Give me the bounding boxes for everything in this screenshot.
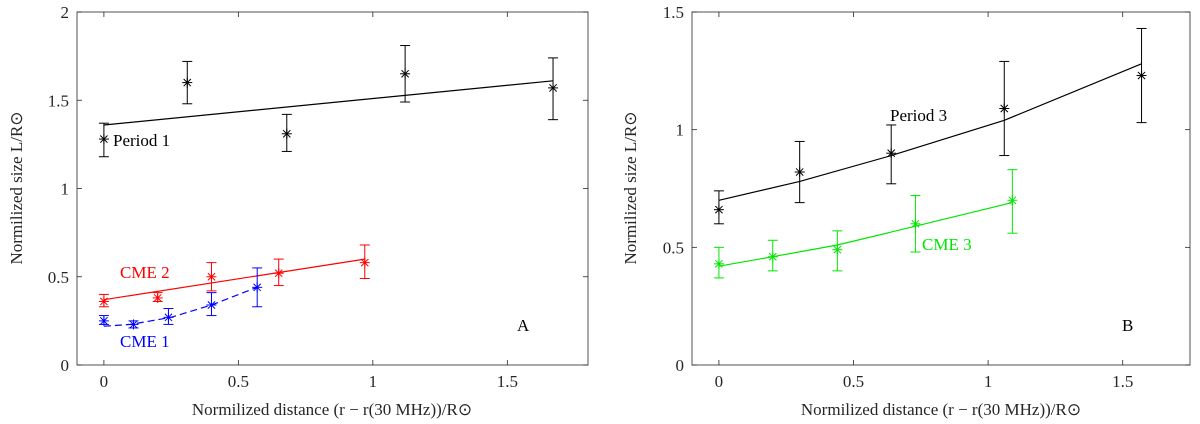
plot-area-b bbox=[691, 11, 1191, 366]
y-tick-label: 0 bbox=[676, 356, 685, 375]
data-point-cme-2 bbox=[206, 262, 217, 292]
panel-b-ylabel: Normilized size L/R⊙ bbox=[621, 111, 640, 264]
data-point-period-1 bbox=[98, 122, 109, 158]
marker-stroke bbox=[183, 78, 192, 87]
y-tick-label: 1 bbox=[676, 121, 685, 140]
series-label-period-1: Period 1 bbox=[113, 131, 170, 150]
data-point-period-3 bbox=[794, 140, 805, 204]
x-tick-label: 1.5 bbox=[1112, 372, 1133, 391]
data-point-period-3 bbox=[999, 60, 1010, 157]
x-tick-label: 0 bbox=[100, 372, 109, 391]
x-tick-label: 0.5 bbox=[843, 372, 864, 391]
data-point-period-3 bbox=[713, 190, 724, 225]
marker-stroke bbox=[207, 272, 216, 281]
marker-stroke bbox=[129, 320, 138, 329]
x-tick-label: 0.5 bbox=[228, 372, 249, 391]
panel-b-xlabel: Normilized distance (r − r(30 MHz))/R⊙ bbox=[801, 400, 1081, 419]
series-period-1 bbox=[98, 45, 559, 158]
data-point-period-1 bbox=[182, 60, 193, 105]
panel-a-series bbox=[98, 45, 559, 330]
series-label-cme-3: CME 3 bbox=[922, 235, 972, 254]
marker-stroke bbox=[99, 316, 108, 325]
data-point-cme-2 bbox=[152, 292, 163, 303]
panel-b: 0 0.5 1 1.5 0 0.5 1 1.5 Period 3 CME 3 B Normil… bbox=[621, 3, 1191, 419]
marker-stroke bbox=[833, 245, 842, 254]
data-point-cme-1 bbox=[206, 292, 217, 317]
x-tick-label: 0 bbox=[715, 372, 724, 391]
panel-a-ticks: 0 0.5 1 1.5 0 0.5 1 1.5 2 bbox=[48, 3, 588, 391]
series-cme-3 bbox=[713, 169, 1018, 279]
y-tick-label: 1.5 bbox=[48, 91, 69, 110]
marker-stroke bbox=[714, 259, 723, 268]
x-tick-label: 1 bbox=[984, 372, 993, 391]
y-tick-label: 0 bbox=[61, 356, 70, 375]
marker-stroke bbox=[282, 129, 291, 138]
x-tick-label: 1 bbox=[369, 372, 378, 391]
y-tick-label: 0.5 bbox=[48, 268, 69, 287]
x-tick-label: 1.5 bbox=[497, 372, 518, 391]
data-point-cme-3 bbox=[713, 246, 724, 279]
marker-stroke bbox=[768, 252, 777, 261]
marker-stroke bbox=[360, 258, 369, 267]
marker-stroke bbox=[274, 269, 283, 278]
y-tick-label: 0.5 bbox=[663, 238, 684, 257]
panel-b-label: B bbox=[1122, 316, 1133, 335]
series-label-period-3: Period 3 bbox=[890, 106, 947, 125]
data-point-cme-3 bbox=[832, 230, 843, 272]
data-point-cme-1 bbox=[128, 319, 139, 330]
data-point-period-3 bbox=[1136, 27, 1147, 124]
marker-stroke bbox=[795, 168, 804, 176]
marker-stroke bbox=[153, 293, 162, 302]
data-point-cme-2 bbox=[273, 258, 284, 287]
marker-stroke bbox=[1000, 104, 1009, 113]
data-point-period-3 bbox=[886, 124, 897, 185]
series-label-cme-2: CME 2 bbox=[120, 263, 170, 282]
fit-line-cme-2 bbox=[103, 258, 365, 301]
panel-b-series bbox=[713, 27, 1147, 279]
marker-stroke bbox=[1137, 71, 1146, 80]
marker-stroke bbox=[99, 297, 108, 306]
marker-stroke bbox=[714, 205, 723, 214]
marker-stroke bbox=[911, 219, 920, 228]
data-point-cme-3 bbox=[767, 239, 778, 272]
panel-a-xlabel: Normilized distance (r − r(30 MHz))/R⊙ bbox=[192, 400, 472, 419]
data-point-cme-1 bbox=[163, 308, 174, 325]
series-period-3 bbox=[713, 27, 1147, 225]
marker-stroke bbox=[253, 283, 262, 292]
data-point-period-1 bbox=[548, 57, 559, 121]
y-tick-label: 1 bbox=[61, 180, 70, 199]
data-point-period-1 bbox=[281, 113, 292, 152]
series-cme-1 bbox=[98, 267, 263, 330]
data-point-cme-1 bbox=[252, 267, 263, 308]
data-point-cme-1 bbox=[98, 315, 109, 326]
y-tick-label: 1.5 bbox=[663, 3, 684, 22]
panel-a: 0 0.5 1 1.5 0 0.5 1 1.5 2 Period 1 CME 2 CME 1 A… bbox=[7, 3, 589, 419]
data-point-cme-3 bbox=[1007, 169, 1018, 234]
plot-area-a bbox=[76, 11, 589, 366]
marker-stroke bbox=[887, 149, 896, 158]
panel-a-label: A bbox=[517, 316, 530, 335]
marker-stroke bbox=[99, 135, 108, 144]
marker-stroke bbox=[549, 83, 557, 92]
series-cme-2 bbox=[98, 244, 370, 308]
fit-line-period-1 bbox=[103, 80, 554, 126]
panel-a-ylabel: Normilized size L/R⊙ bbox=[7, 111, 26, 264]
y-tick-label: 2 bbox=[61, 3, 70, 22]
data-point-cme-2 bbox=[359, 244, 370, 280]
data-point-cme-3 bbox=[910, 195, 921, 253]
marker-stroke bbox=[207, 301, 216, 309]
series-label-cme-1: CME 1 bbox=[120, 332, 170, 351]
data-point-cme-2 bbox=[98, 293, 109, 308]
panel-b-ticks: 0 0.5 1 1.5 0 0.5 1 1.5 bbox=[663, 3, 1190, 391]
marker-stroke bbox=[401, 69, 410, 78]
data-point-period-1 bbox=[400, 45, 411, 103]
marker-stroke bbox=[1008, 196, 1017, 205]
marker-stroke bbox=[164, 313, 173, 322]
